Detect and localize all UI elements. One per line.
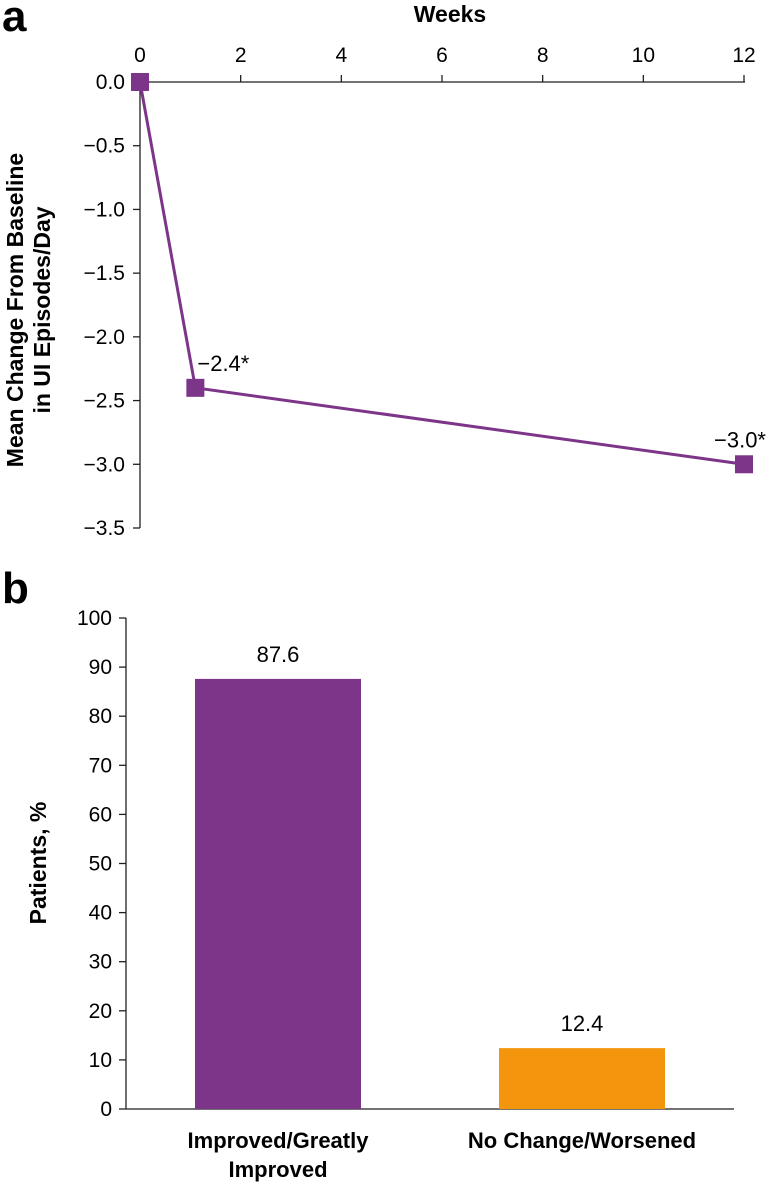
y-tick-label: 60: [89, 803, 112, 826]
bar-value-label: 87.6: [257, 642, 300, 667]
series-line: [138, 81, 745, 466]
x-tick-label: 10: [632, 44, 655, 67]
x-tick-label: 12: [732, 44, 755, 67]
x-axis-title: Weeks: [414, 1, 486, 27]
y-axis-title: Patients, %: [25, 802, 51, 925]
y-tick-label: −1.5: [84, 262, 125, 285]
bar-value-label: 12.4: [561, 1011, 604, 1036]
bar-chart-axes: 0 10 20 30 40 50 60 70 80 90 100 Improved/Greatly Im…: [77, 607, 734, 1182]
panel-b: b Patients, % 0 10 20 30 40 50 60 70 80 90 100 Impr…: [2, 564, 734, 1182]
y-tick-label: −2.5: [84, 390, 125, 413]
y-tick-label: 0.0: [96, 71, 125, 94]
y-tick-label: 30: [89, 951, 112, 974]
data-point-marker: [735, 455, 753, 474]
category-label: No Change/Worsened: [468, 1128, 696, 1153]
x-tick-label: 4: [335, 44, 347, 67]
y-tick-label: 10: [89, 1049, 112, 1072]
y-tick-label: −2.0: [84, 326, 125, 349]
y-tick-label: −3.0: [84, 453, 125, 476]
category-label: Improved/Greatly: [188, 1128, 370, 1153]
y-tick-label: 70: [89, 754, 112, 777]
category-label: Improved: [228, 1157, 327, 1182]
y-tick-label: 90: [89, 656, 112, 679]
x-tick-label: 8: [537, 44, 549, 67]
data-point-label: −3.0*: [714, 427, 766, 452]
y-axis-title: Mean Change From Baseline in UI Episodes…: [2, 153, 55, 467]
y-tick-label: 0: [100, 1098, 112, 1121]
x-tick-label: 0: [134, 44, 146, 67]
y-tick-label: 100: [77, 607, 112, 630]
panel-a: a Weeks Mean Change From Baseline in UI …: [2, 0, 766, 540]
data-point-marker: [131, 73, 149, 91]
y-tick-label: 20: [89, 1000, 112, 1023]
y-axis-title-line-1: Mean Change From Baseline: [2, 153, 28, 467]
panel-b-letter: b: [2, 564, 29, 613]
panel-a-letter: a: [2, 0, 27, 41]
y-axis-title-line-2: in UI Episodes/Day: [29, 206, 55, 413]
bar: [195, 678, 361, 1109]
y-tick-label: 40: [89, 902, 112, 925]
bar: [499, 1048, 665, 1109]
y-tick-label: 50: [89, 853, 112, 876]
data-point-label: −2.4*: [197, 351, 249, 376]
line-chart-axes: 0 2 4 6 8 10 12 0.0 −0.5 −1.0 −1.5 −2.0 −2.5 −3.0 −3.5: [84, 44, 756, 540]
line-chart-plot: −2.4* −3.0*: [131, 73, 766, 474]
data-point-marker: [186, 378, 205, 397]
y-tick-label: −1.0: [84, 198, 125, 221]
y-tick-label: −3.5: [84, 517, 125, 540]
bar-chart-plot: 87.6 12.4: [195, 642, 665, 1109]
x-tick-label: 2: [235, 44, 247, 67]
y-tick-label: 80: [89, 705, 112, 728]
x-tick-label: 6: [436, 44, 448, 67]
y-tick-label: −0.5: [84, 135, 125, 158]
bar-y-axis-title: Patients, %: [25, 802, 51, 925]
